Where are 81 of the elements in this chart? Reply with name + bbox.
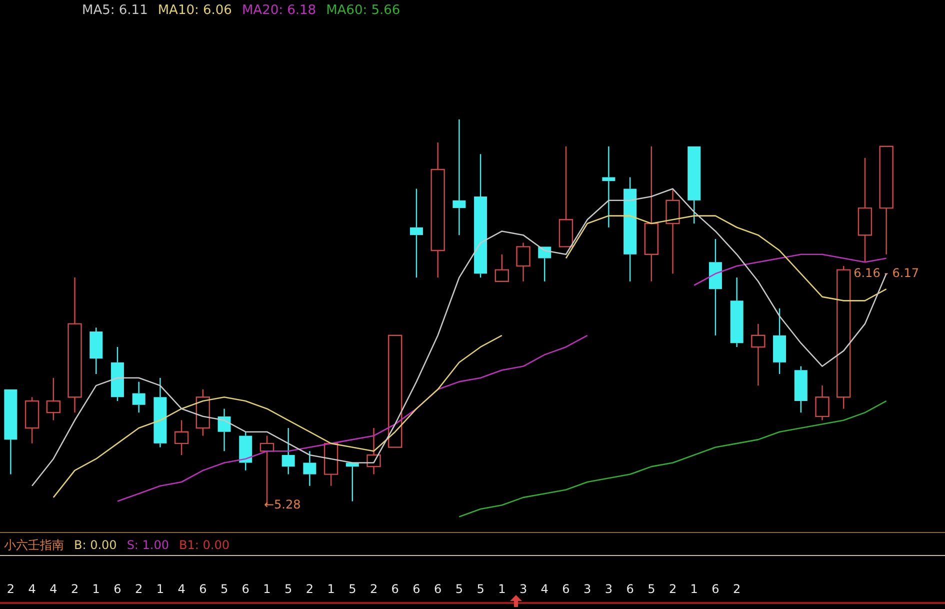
candlestick	[751, 323, 766, 386]
x-tick-label: 1	[327, 582, 335, 596]
x-tick-label: 6	[199, 582, 207, 596]
x-tick-label: 3	[584, 582, 592, 596]
x-tick-label: 5	[455, 582, 463, 596]
candlestick	[282, 427, 295, 475]
x-tick-label: 4	[540, 582, 548, 596]
x-tick-label: 6	[242, 582, 250, 596]
candlestick	[858, 157, 872, 263]
x-tick-label: 1	[263, 582, 271, 596]
x-tick-label: 3	[604, 582, 612, 596]
candlestick	[666, 188, 680, 274]
candlestick	[452, 118, 466, 236]
text: MA5: 6.11	[82, 3, 148, 18]
text: MA10: 6.06	[158, 3, 232, 18]
candlestick	[708, 238, 722, 336]
x-tick-label: 6	[712, 582, 720, 596]
x-tick-label: 2	[733, 582, 741, 596]
text: B1: 0.00	[179, 538, 230, 552]
candlestick	[494, 254, 509, 282]
x-tick-label: 2	[6, 582, 14, 596]
x-tick-label: 1	[498, 582, 506, 596]
x-tick-label: 5	[648, 582, 656, 596]
candlestick	[46, 377, 60, 421]
x-tick-label: 5	[220, 582, 228, 596]
candlestick	[624, 176, 637, 282]
candlestick	[174, 420, 189, 456]
text: MA20: 6.18	[242, 3, 316, 18]
candlestick	[24, 396, 40, 444]
text: S: 1.00	[126, 538, 170, 552]
candlestick	[644, 146, 658, 282]
text: 小六壬指南	[4, 538, 64, 552]
annotation: 6.16 - 6.17	[854, 266, 920, 280]
candlestick	[110, 346, 124, 402]
x-tick-label: 2	[306, 582, 314, 596]
candlestick	[773, 308, 786, 375]
x-tick-label: 5	[348, 582, 356, 596]
candlestick	[4, 389, 18, 475]
x-tick-label: 2	[135, 582, 143, 596]
x-tick-label: 2	[668, 582, 677, 596]
x-tick-label: 2	[370, 582, 378, 596]
text: B: 0.00	[74, 538, 117, 552]
candlestick	[366, 427, 381, 475]
candlestick	[132, 381, 146, 414]
candlestick	[196, 388, 210, 436]
x-tick-label: 1	[690, 582, 698, 596]
x-tick-label: 2	[70, 582, 79, 596]
x-tick-label: 6	[412, 582, 420, 596]
candlestick	[239, 431, 252, 472]
candlestick	[794, 366, 808, 414]
x-tick-label: 5	[476, 582, 484, 596]
candlestick	[558, 146, 574, 248]
candlestick	[218, 408, 231, 452]
x-tick-label: 6	[562, 582, 570, 596]
x-tick-label: 6	[434, 582, 442, 596]
candlestick	[68, 276, 82, 414]
x-tick-label: 5	[284, 582, 292, 596]
candlestick	[730, 276, 744, 348]
candlestick	[516, 242, 530, 282]
x-tick-label: 6	[626, 582, 634, 596]
candlestick	[154, 377, 167, 448]
x-tick-label: 4	[178, 582, 186, 596]
candlestick	[410, 188, 423, 278]
text: MA60: 5.66	[326, 3, 400, 18]
candlestick	[815, 384, 830, 421]
x-tick-label: 4	[28, 582, 36, 596]
candlestick	[90, 327, 103, 375]
x-tick-label: 6	[114, 582, 122, 596]
candlestick	[602, 146, 616, 228]
x-tick-label: 1	[92, 582, 100, 596]
candlestick	[474, 153, 488, 278]
candlestick	[879, 146, 894, 255]
candlestick	[836, 265, 851, 410]
x-tick-label: 4	[50, 582, 58, 596]
x-tick-label: 1	[156, 582, 164, 596]
x-tick-label: 3	[519, 582, 528, 596]
candlestick	[688, 146, 701, 224]
candlestick	[303, 450, 316, 486]
annotation: ←5.28	[264, 497, 301, 512]
candlestick	[430, 142, 445, 278]
x-tick-label: 6	[391, 582, 399, 596]
